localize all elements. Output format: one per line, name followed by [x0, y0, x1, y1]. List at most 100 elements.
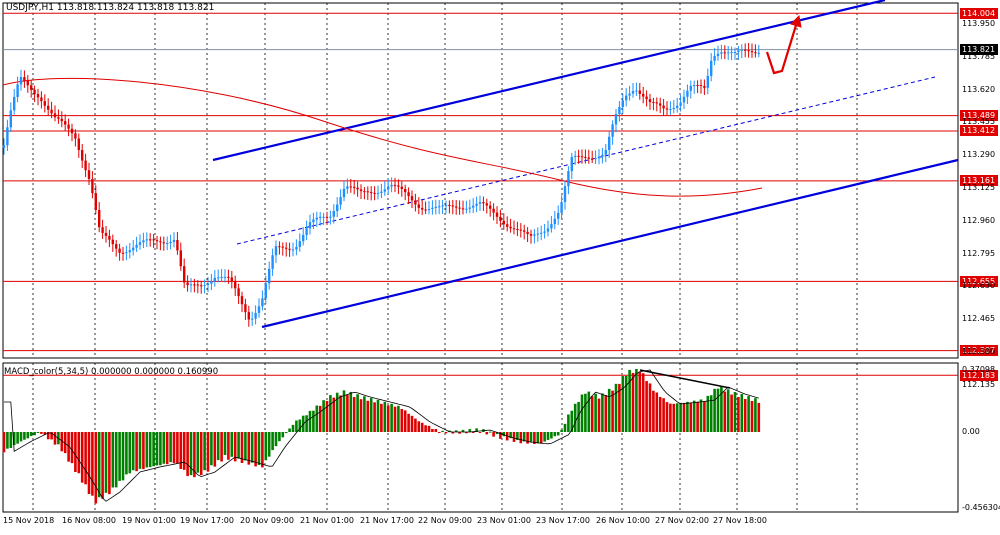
- candle-body: [679, 102, 682, 106]
- level-price-tag: 112.307: [960, 345, 998, 357]
- macd-bar: [94, 432, 98, 504]
- macd-bar: [512, 432, 516, 442]
- candle-body: [189, 284, 193, 286]
- candle-body: [98, 209, 101, 228]
- macd-bar: [312, 410, 315, 432]
- candle-body: [747, 50, 750, 52]
- macd-bar: [410, 415, 414, 432]
- macd-bar: [740, 394, 744, 432]
- candle-body: [271, 255, 274, 269]
- macd-bar: [720, 386, 723, 432]
- candle-body: [227, 276, 230, 278]
- level-price-tag: 113.161: [960, 175, 998, 187]
- time-axis-label: 26 Nov 10:00: [596, 516, 650, 525]
- macd-bar: [152, 432, 155, 467]
- macd-bar: [675, 403, 679, 432]
- chart-title: USDJPY,H1 113.818 113.824 113.818 113.82…: [6, 3, 214, 13]
- macd-bar: [618, 383, 621, 432]
- candle-body: [94, 193, 97, 210]
- macd-bar: [315, 405, 319, 432]
- macd-bar: [750, 400, 754, 432]
- macd-bar: [692, 400, 696, 432]
- candle-body: [237, 288, 240, 297]
- price-scale-label: 113.125: [962, 183, 996, 192]
- macd-bar: [522, 432, 526, 442]
- macd-bar: [70, 432, 74, 464]
- candle-body: [580, 156, 584, 158]
- macd-bar: [624, 375, 628, 432]
- candle-body: [584, 156, 587, 158]
- candle-body: [308, 222, 312, 229]
- macd-bar: [737, 396, 740, 432]
- macd-bar: [50, 432, 53, 440]
- macd-bar: [638, 371, 642, 432]
- macd-bar: [135, 432, 138, 472]
- candle-body: [349, 186, 352, 188]
- price-scale-label: 113.290: [962, 150, 996, 160]
- macd-bar: [159, 432, 162, 466]
- time-axis-label: 16 Nov 08:00: [62, 516, 116, 525]
- candle-body: [730, 52, 733, 54]
- macd-bar: [669, 403, 672, 432]
- macd-bar: [556, 432, 560, 436]
- macd-bar: [434, 428, 438, 432]
- macd-bar: [699, 399, 703, 432]
- candle-body: [67, 124, 70, 129]
- macd-bar: [754, 398, 757, 432]
- candle-body: [302, 234, 305, 242]
- level-price-tag: 113.412: [960, 125, 998, 137]
- candle-body: [336, 204, 339, 212]
- candle-body: [104, 232, 108, 236]
- candle-body: [526, 231, 529, 235]
- candle-body: [689, 85, 692, 91]
- candle-body: [618, 106, 621, 115]
- candle-body: [733, 51, 737, 53]
- candle-body: [553, 218, 556, 225]
- divergence-line: [639, 369, 731, 389]
- macd-bar: [352, 397, 356, 432]
- candle-body: [750, 51, 754, 53]
- macd-bar: [706, 395, 710, 432]
- candle-body: [448, 204, 451, 206]
- candle-body: [499, 216, 502, 221]
- macd-signal-line: [4, 369, 759, 502]
- macd-bar: [604, 395, 608, 432]
- candle-body: [53, 113, 57, 118]
- candle-body: [519, 229, 522, 231]
- symbol-label: USDJPY,H1: [6, 3, 54, 13]
- macd-bar: [359, 399, 363, 432]
- macd-bar: [227, 432, 230, 460]
- candle-body: [223, 276, 227, 278]
- macd-bar: [641, 373, 645, 432]
- candle-body: [611, 124, 614, 137]
- candle-body: [509, 226, 512, 229]
- macd-bar: [376, 399, 380, 432]
- candle-body: [142, 240, 145, 243]
- macd-bar: [713, 388, 716, 432]
- candle-body: [431, 207, 434, 209]
- level-price-tag: 112.655: [960, 275, 998, 287]
- macd-scale-label: 0.00: [962, 427, 980, 436]
- candle-body: [516, 229, 519, 231]
- macd-bar: [485, 432, 489, 435]
- candle-body: [614, 114, 618, 125]
- candle-body: [543, 231, 546, 233]
- macd-bar: [223, 432, 227, 456]
- time-axis-label: 19 Nov 17:00: [180, 516, 234, 525]
- candle-body: [132, 247, 135, 251]
- candle-body: [135, 244, 138, 248]
- macd-bar: [325, 400, 329, 432]
- candle-body: [591, 158, 594, 160]
- macd-bar: [199, 432, 203, 476]
- macd-bar: [2, 432, 6, 453]
- macd-bar: [131, 432, 135, 471]
- macd-bar: [244, 432, 247, 461]
- candle-body: [713, 56, 716, 61]
- candle-body: [546, 228, 550, 232]
- macd-bar: [560, 429, 563, 432]
- channel-upper-line: [212, 0, 886, 162]
- macd-bar: [628, 369, 631, 432]
- macd-scale-label: -0.456304: [962, 503, 1000, 512]
